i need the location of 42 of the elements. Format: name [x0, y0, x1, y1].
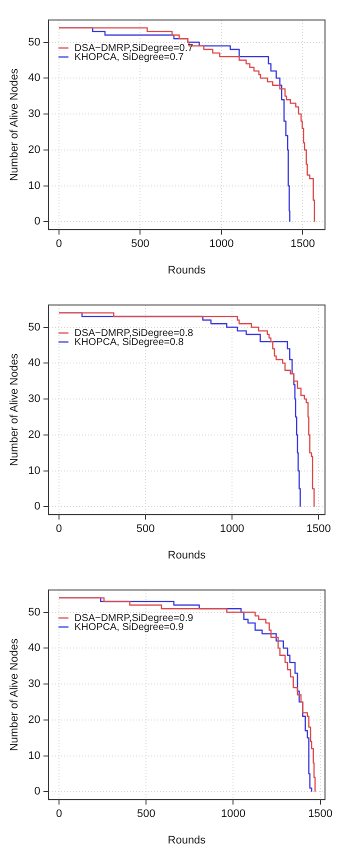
x-tick-label: 1000 — [209, 238, 234, 250]
legend-label: KHOPCA, SiDegree=0.8 — [74, 336, 184, 348]
x-tick-label: 1500 — [306, 523, 331, 536]
x-axis-title: Rounds — [168, 264, 206, 276]
x-tick-label: 0 — [56, 523, 62, 536]
x-tick-label: 500 — [131, 238, 150, 250]
legend-label: DSA−DMRP,SiDegree=0.7 — [74, 42, 194, 54]
y-tick-label: 10 — [28, 464, 40, 477]
y-tick-label: 40 — [28, 72, 40, 84]
y-tick-label: 30 — [28, 678, 40, 690]
x-tick-label: 0 — [56, 238, 62, 250]
y-tick-label: 10 — [28, 180, 40, 192]
x-tick-label: 1000 — [220, 523, 244, 536]
x-tick-label: 500 — [136, 523, 155, 536]
legend-label: DSA−DMRP,SiDegree=0.9 — [74, 612, 194, 624]
y-tick-label: 20 — [28, 144, 40, 156]
y-tick-label: 40 — [28, 357, 40, 370]
y-axis-title: Number of Alive Nodes — [8, 638, 21, 752]
y-tick-label: 30 — [28, 393, 40, 406]
y-tick-label: 30 — [28, 108, 40, 120]
y-tick-label: 50 — [28, 36, 40, 48]
x-axis-title: Rounds — [168, 549, 206, 562]
y-axis-title: Number of Alive Nodes — [8, 353, 21, 466]
y-tick-label: 0 — [34, 500, 40, 513]
y-tick-label: 0 — [34, 216, 40, 228]
legend-label: DSA−DMRP,SiDegree=0.8 — [74, 328, 194, 339]
legend-label: KHOPCA, SiDegree=0.9 — [74, 622, 184, 633]
x-tick-label: 0 — [56, 808, 62, 820]
y-tick-label: 0 — [34, 786, 40, 798]
x-tick-label: 1500 — [290, 238, 315, 250]
x-tick-label: 1000 — [220, 808, 246, 820]
x-axis-title: Rounds — [168, 834, 206, 846]
y-tick-label: 20 — [28, 714, 40, 726]
y-tick-label: 40 — [28, 642, 40, 654]
x-tick-label: 500 — [136, 808, 156, 820]
y-tick-label: 10 — [28, 750, 40, 762]
legend-label: KHOPCA, SiDegree=0.7 — [74, 52, 184, 63]
x-tick-label: 1500 — [308, 808, 333, 820]
y-tick-label: 50 — [28, 321, 40, 334]
y-tick-label: 20 — [28, 428, 40, 441]
y-tick-label: 50 — [28, 606, 40, 618]
y-axis-title: Number of Alive Nodes — [8, 68, 21, 182]
